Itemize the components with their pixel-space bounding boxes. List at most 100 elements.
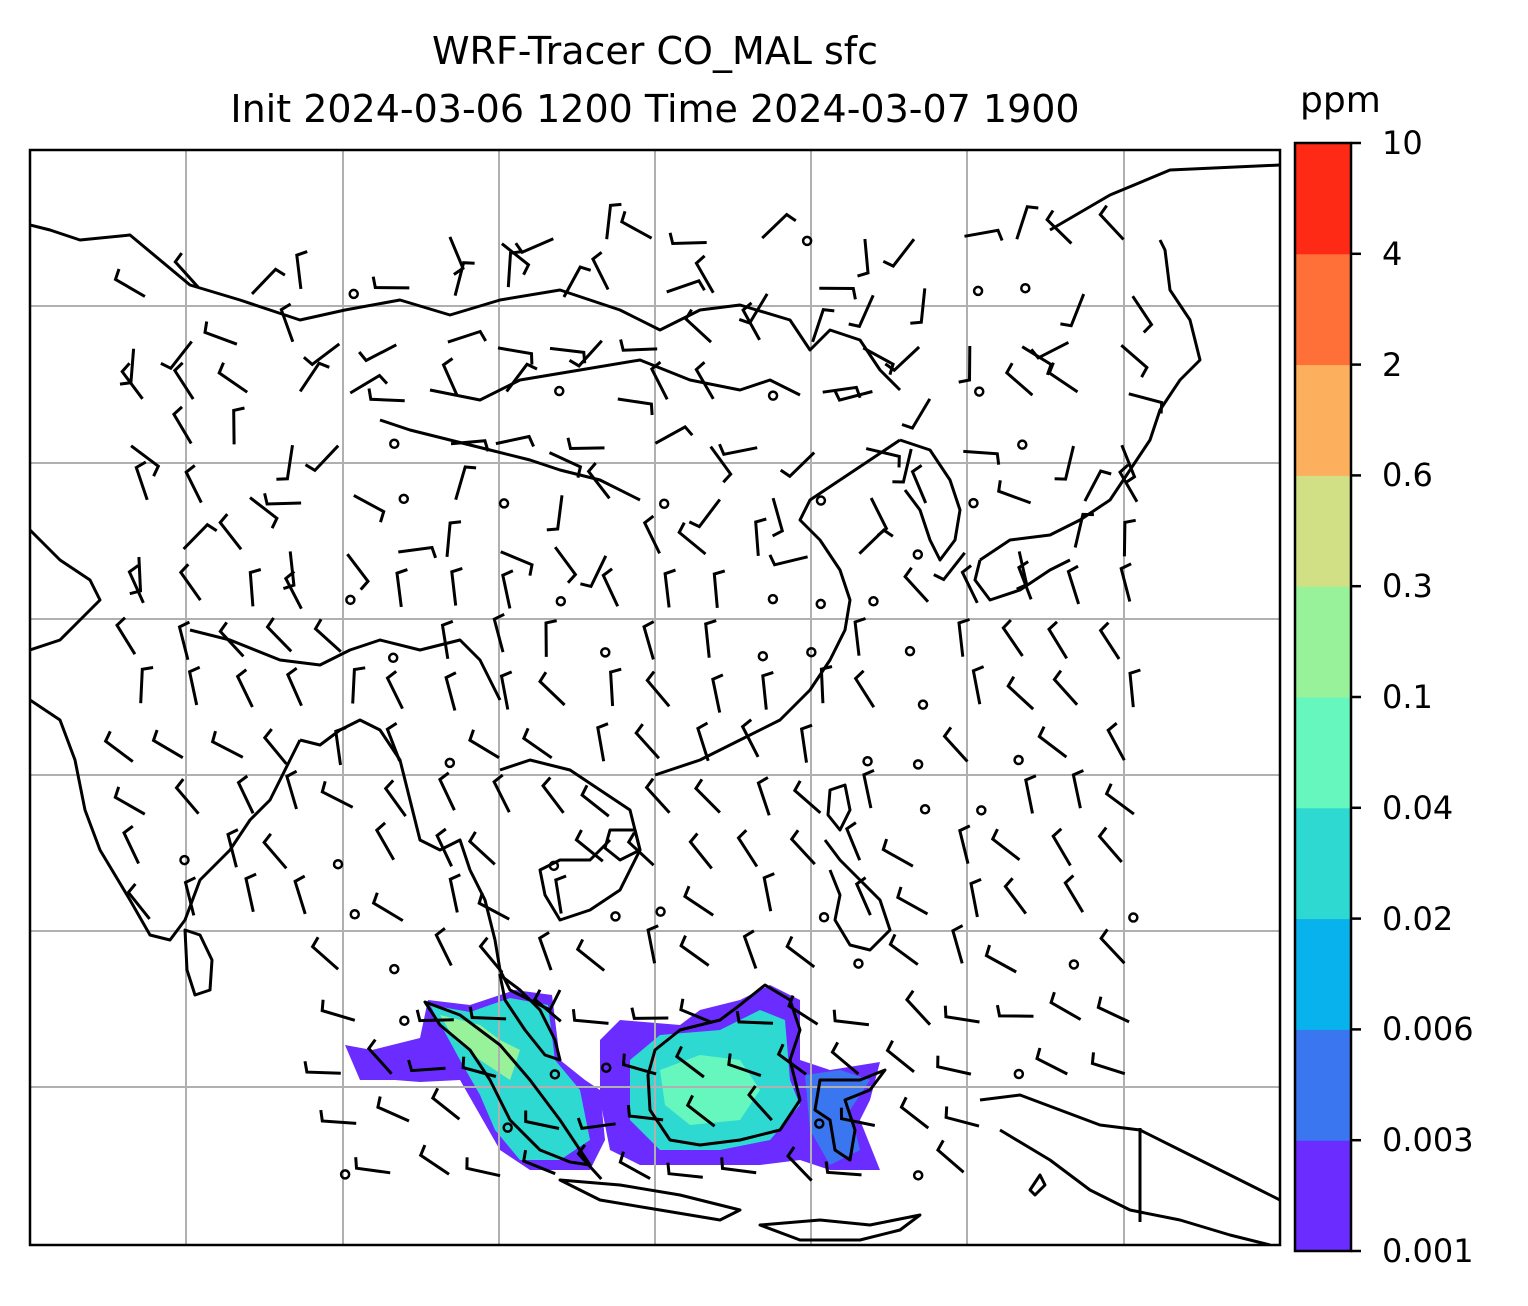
calm-wind-circle (853, 958, 864, 969)
wind-barb (903, 566, 930, 603)
calm-wind-circle (806, 646, 817, 658)
wind-barb (857, 238, 870, 278)
wind-barb (160, 340, 193, 371)
wind-barb (438, 771, 456, 811)
wind-barb (936, 1055, 972, 1076)
wind-barb (129, 556, 143, 596)
wind-barb (514, 237, 554, 255)
calm-wind-circle (919, 804, 931, 815)
wind-barb (353, 494, 386, 523)
colorbar-band-8 (1295, 253, 1351, 366)
wind-barb (1120, 444, 1137, 485)
wind-barb (218, 513, 243, 551)
wind-barb (177, 620, 191, 661)
wind-barb (984, 944, 1017, 974)
wind-barb (285, 769, 298, 810)
wind-barb (226, 828, 239, 868)
wind-barb (544, 619, 558, 657)
calm-wind-circle (767, 390, 779, 401)
wind-barb (1128, 668, 1141, 708)
wind-barb (580, 555, 608, 589)
calm-wind-circle (1013, 1068, 1025, 1080)
wind-barb (997, 480, 1032, 505)
wind-barb (712, 569, 726, 609)
wind-barb (1004, 362, 1034, 397)
wind-barb (477, 892, 510, 921)
wind-barb (1045, 209, 1073, 245)
wind-barb (1006, 675, 1035, 711)
wind-barb (506, 250, 522, 288)
wind-barb (1118, 463, 1139, 503)
calm-wind-circle (655, 906, 666, 917)
wind-barb (995, 1004, 1034, 1018)
calm-wind-circle (1128, 912, 1139, 923)
wind-barb (881, 838, 914, 868)
wind-barb (943, 1005, 980, 1024)
calm-wind-circle (976, 805, 987, 816)
colorbar-band-4 (1295, 697, 1351, 809)
wind-barb (674, 1045, 705, 1079)
calm-wind-circle (917, 699, 929, 710)
wind-barb (346, 553, 370, 591)
wind-barb (385, 670, 404, 710)
coastline-timor (1028, 1173, 1047, 1197)
calm-wind-circle (498, 498, 510, 509)
wind-barb (679, 935, 710, 967)
wind-barb (398, 545, 438, 559)
wind-barb (250, 267, 286, 295)
wind-barb (310, 936, 340, 971)
wind-barb (285, 666, 303, 707)
wind-barb (785, 935, 816, 969)
wind-barb (819, 665, 833, 704)
wind-barb (771, 497, 785, 538)
colorbar-tick-label: 0.001 (1382, 1232, 1474, 1270)
wind-barb (210, 730, 244, 759)
calm-wind-circle (912, 1170, 924, 1181)
wind-barb (478, 936, 504, 974)
tracer-shading (345, 985, 880, 1170)
wind-barb (1122, 518, 1136, 557)
wind-barb (371, 892, 404, 922)
wind-barb (957, 618, 970, 657)
wind-barb (718, 443, 758, 457)
coastline-sumatra (423, 1000, 592, 1167)
wind-barb (1051, 827, 1072, 867)
wind-barb (626, 1104, 664, 1122)
calm-wind-circle (339, 1169, 351, 1180)
wind-barb (495, 434, 535, 448)
wind-barb (450, 566, 463, 606)
wind-barb (453, 261, 475, 296)
wind-barb (685, 1094, 716, 1128)
wind-barb (445, 520, 462, 558)
wind-barb (182, 522, 218, 551)
wind-barb (303, 1060, 341, 1075)
colorbar-unit-label: ppm (1300, 80, 1381, 121)
wind-barb (896, 886, 929, 916)
map-subtitle: Init 2024-03-06 1200 Time 2024-03-07 190… (230, 87, 1080, 131)
colorbar-band-7 (1295, 364, 1351, 476)
wind-barb (704, 619, 717, 658)
wind-barb (447, 329, 487, 344)
wind-barb (596, 722, 609, 762)
wind-barb (465, 1157, 501, 1178)
wind-barb (349, 373, 389, 395)
wind-barb (1104, 783, 1135, 816)
wind-barb (586, 462, 611, 500)
wind-barb (217, 362, 249, 394)
wind-barb (283, 570, 303, 610)
gridlines (30, 150, 1280, 1245)
wind-barb (553, 546, 578, 584)
wind-barb (679, 998, 713, 1024)
wind-barb (538, 671, 566, 707)
wind-barbs (103, 202, 1164, 1182)
wind-barb (668, 232, 707, 246)
wind-barb (605, 202, 622, 240)
wind-barb (618, 1151, 651, 1180)
wind-barb (819, 286, 857, 300)
wind-barb (1017, 560, 1033, 600)
wind-barb (740, 718, 760, 758)
coastline-myanmar-malay (468, 869, 562, 1012)
wind-barb (858, 528, 894, 555)
calm-wind-circle (600, 647, 611, 658)
wind-barb (971, 665, 985, 705)
